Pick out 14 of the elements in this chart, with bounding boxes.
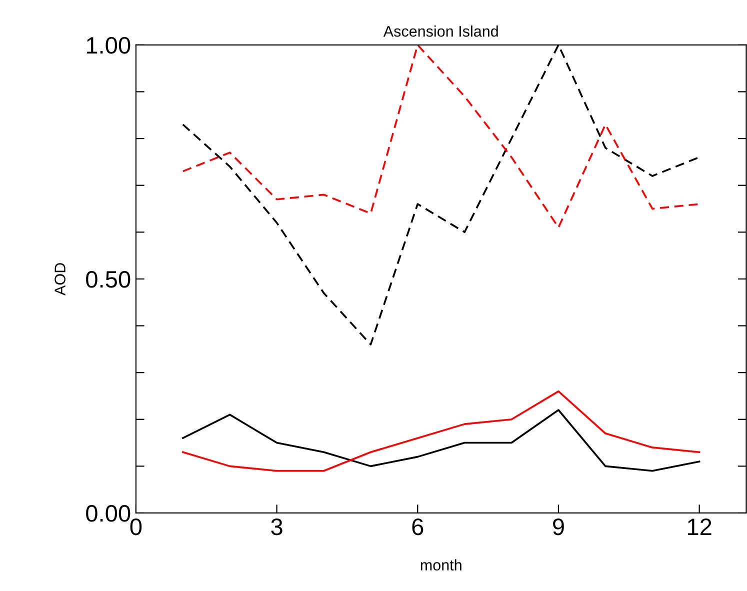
- x-tick-label: 6: [412, 518, 424, 536]
- x-axis-title: month: [420, 559, 462, 571]
- x-tick-label: 3: [271, 518, 282, 536]
- x-tick-label: 9: [553, 518, 564, 536]
- y-tick-label: 1.00: [86, 36, 130, 54]
- x-tick-label: 12: [688, 518, 712, 535]
- y-tick-label: 0.50: [86, 271, 130, 288]
- line-series: [182, 44, 700, 228]
- chart-title: Ascension Island: [383, 26, 498, 37]
- y-axis-title: AOD: [54, 263, 66, 296]
- line-series: [182, 409, 700, 472]
- y-tick-label: 0.00: [86, 505, 130, 522]
- x-tick-label: 0: [130, 518, 142, 536]
- line-series: [182, 390, 700, 472]
